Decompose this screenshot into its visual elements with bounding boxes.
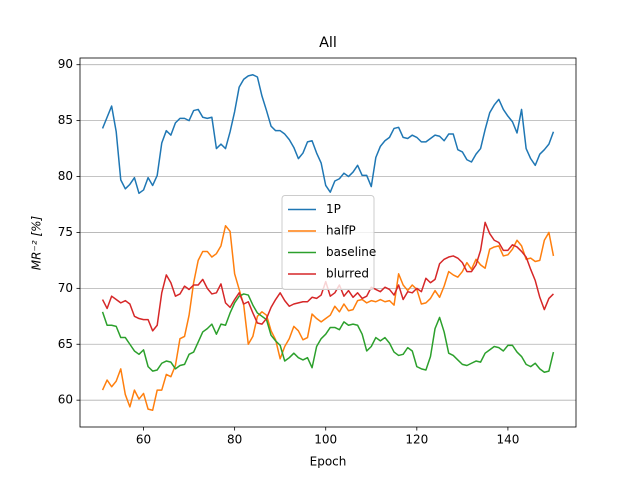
line-series	[101, 74, 555, 195]
y-tick-label: 70	[58, 281, 73, 295]
y-tick-label: 75	[58, 225, 73, 239]
legend-label: halfP	[326, 224, 356, 238]
x-tick-label: 80	[227, 433, 242, 447]
y-tick-label: 90	[58, 57, 73, 71]
axes-frame	[79, 57, 577, 428]
y-tick-label: 80	[58, 169, 73, 183]
x-tick-label: 140	[496, 433, 519, 447]
legend-box	[281, 195, 375, 290]
line-series	[101, 293, 555, 373]
x-tick-label: 60	[136, 433, 151, 447]
line-series	[101, 224, 555, 411]
y-axis-label: MR⁻² [%]	[30, 215, 44, 270]
y-tick-label: 65	[58, 337, 73, 351]
legend-label: 1P	[326, 202, 341, 216]
chart-title: All	[319, 35, 337, 51]
x-axis-label: Epoch	[310, 455, 347, 469]
y-tick-label: 85	[58, 113, 73, 127]
legend-label: blurred	[326, 267, 369, 281]
legend-label: baseline	[326, 245, 376, 259]
y-tick-label: 60	[58, 393, 73, 407]
x-tick-label: 120	[405, 433, 428, 447]
x-tick-label: 100	[314, 433, 337, 447]
